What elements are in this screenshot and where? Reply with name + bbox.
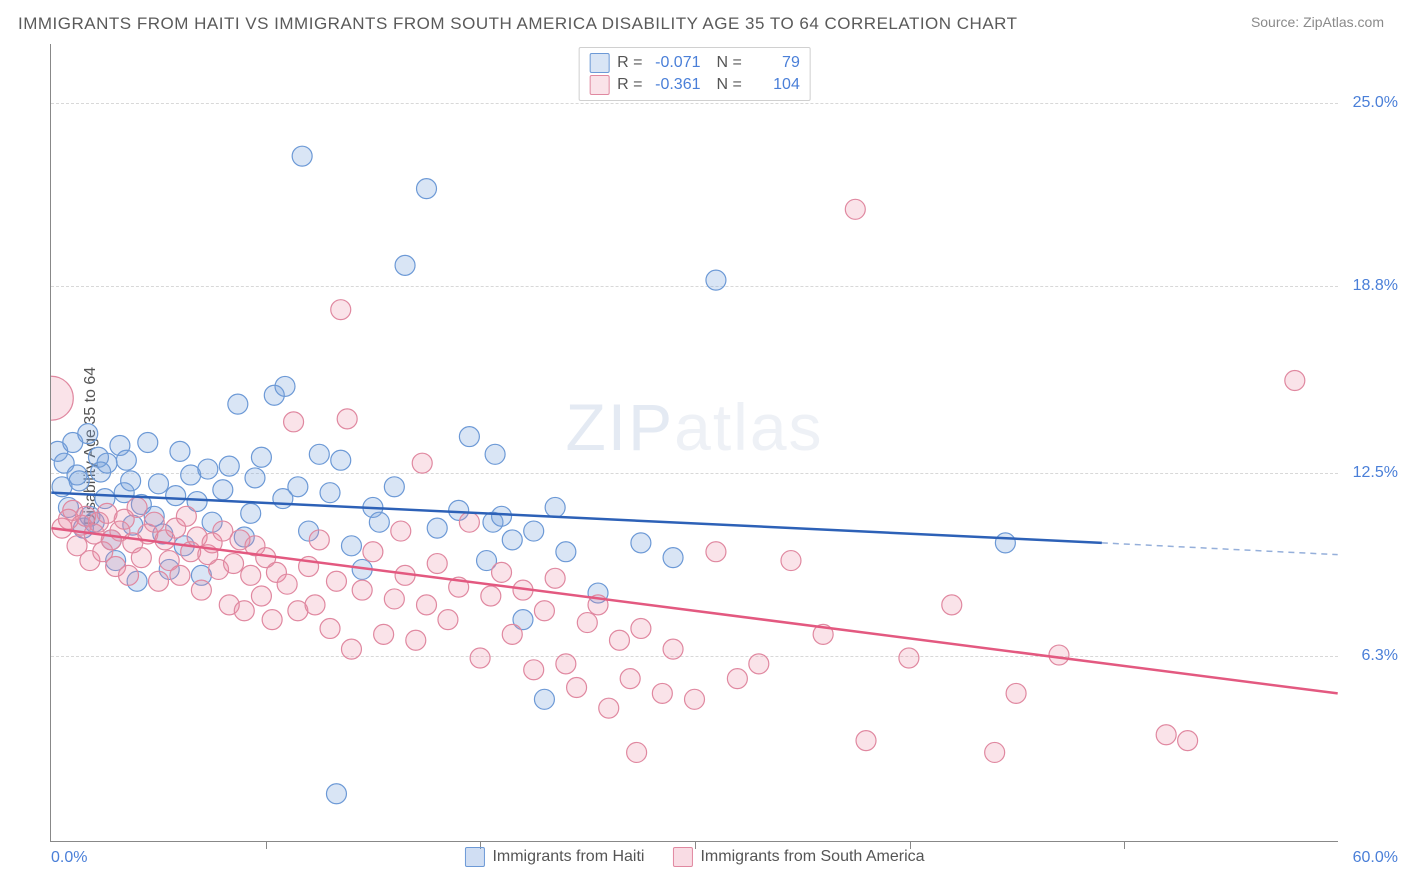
r-value-haiti: -0.071 bbox=[651, 54, 701, 72]
y-tick-label: 12.5% bbox=[1353, 464, 1398, 482]
y-tick-label: 18.8% bbox=[1353, 277, 1398, 295]
y-tick-label: 6.3% bbox=[1362, 647, 1398, 665]
n-label: N = bbox=[717, 54, 742, 72]
legend-item-sa: Immigrants from South America bbox=[672, 847, 924, 867]
legend-label-haiti: Immigrants from Haiti bbox=[492, 848, 644, 866]
x-axis-min: 0.0% bbox=[51, 849, 87, 867]
legend-item-haiti: Immigrants from Haiti bbox=[464, 847, 644, 867]
r-label: R = bbox=[617, 76, 642, 94]
r-label: R = bbox=[617, 54, 642, 72]
swatch-haiti bbox=[589, 53, 609, 73]
series-legend: Immigrants from Haiti Immigrants from So… bbox=[464, 847, 924, 867]
swatch-sa bbox=[589, 75, 609, 95]
legend-label-sa: Immigrants from South America bbox=[700, 848, 924, 866]
x-tick-mark bbox=[266, 841, 267, 849]
correlation-legend: R = -0.071 N = 79 R = -0.361 N = 104 bbox=[578, 47, 811, 101]
x-tick-mark bbox=[1124, 841, 1125, 849]
trend-line bbox=[51, 493, 1102, 543]
swatch-sa-icon bbox=[672, 847, 692, 867]
chart-title: IMMIGRANTS FROM HAITI VS IMMIGRANTS FROM… bbox=[18, 14, 1018, 34]
y-tick-label: 25.0% bbox=[1353, 94, 1398, 112]
trend-line bbox=[51, 528, 1337, 693]
n-value-haiti: 79 bbox=[750, 54, 800, 72]
legend-row-haiti: R = -0.071 N = 79 bbox=[589, 52, 800, 74]
x-axis-max: 60.0% bbox=[1353, 849, 1398, 867]
r-value-sa: -0.361 bbox=[651, 76, 701, 94]
plot-area: ZIPatlas 6.3%12.5%18.8%25.0% R = -0.071 … bbox=[50, 44, 1338, 842]
legend-row-sa: R = -0.361 N = 104 bbox=[589, 74, 800, 96]
trend-line-extrapolated bbox=[1102, 543, 1338, 555]
n-value-sa: 104 bbox=[750, 76, 800, 94]
n-label: N = bbox=[717, 76, 742, 94]
swatch-haiti-icon bbox=[464, 847, 484, 867]
trend-lines-layer bbox=[51, 44, 1338, 841]
source-label: Source: ZipAtlas.com bbox=[1251, 14, 1384, 30]
